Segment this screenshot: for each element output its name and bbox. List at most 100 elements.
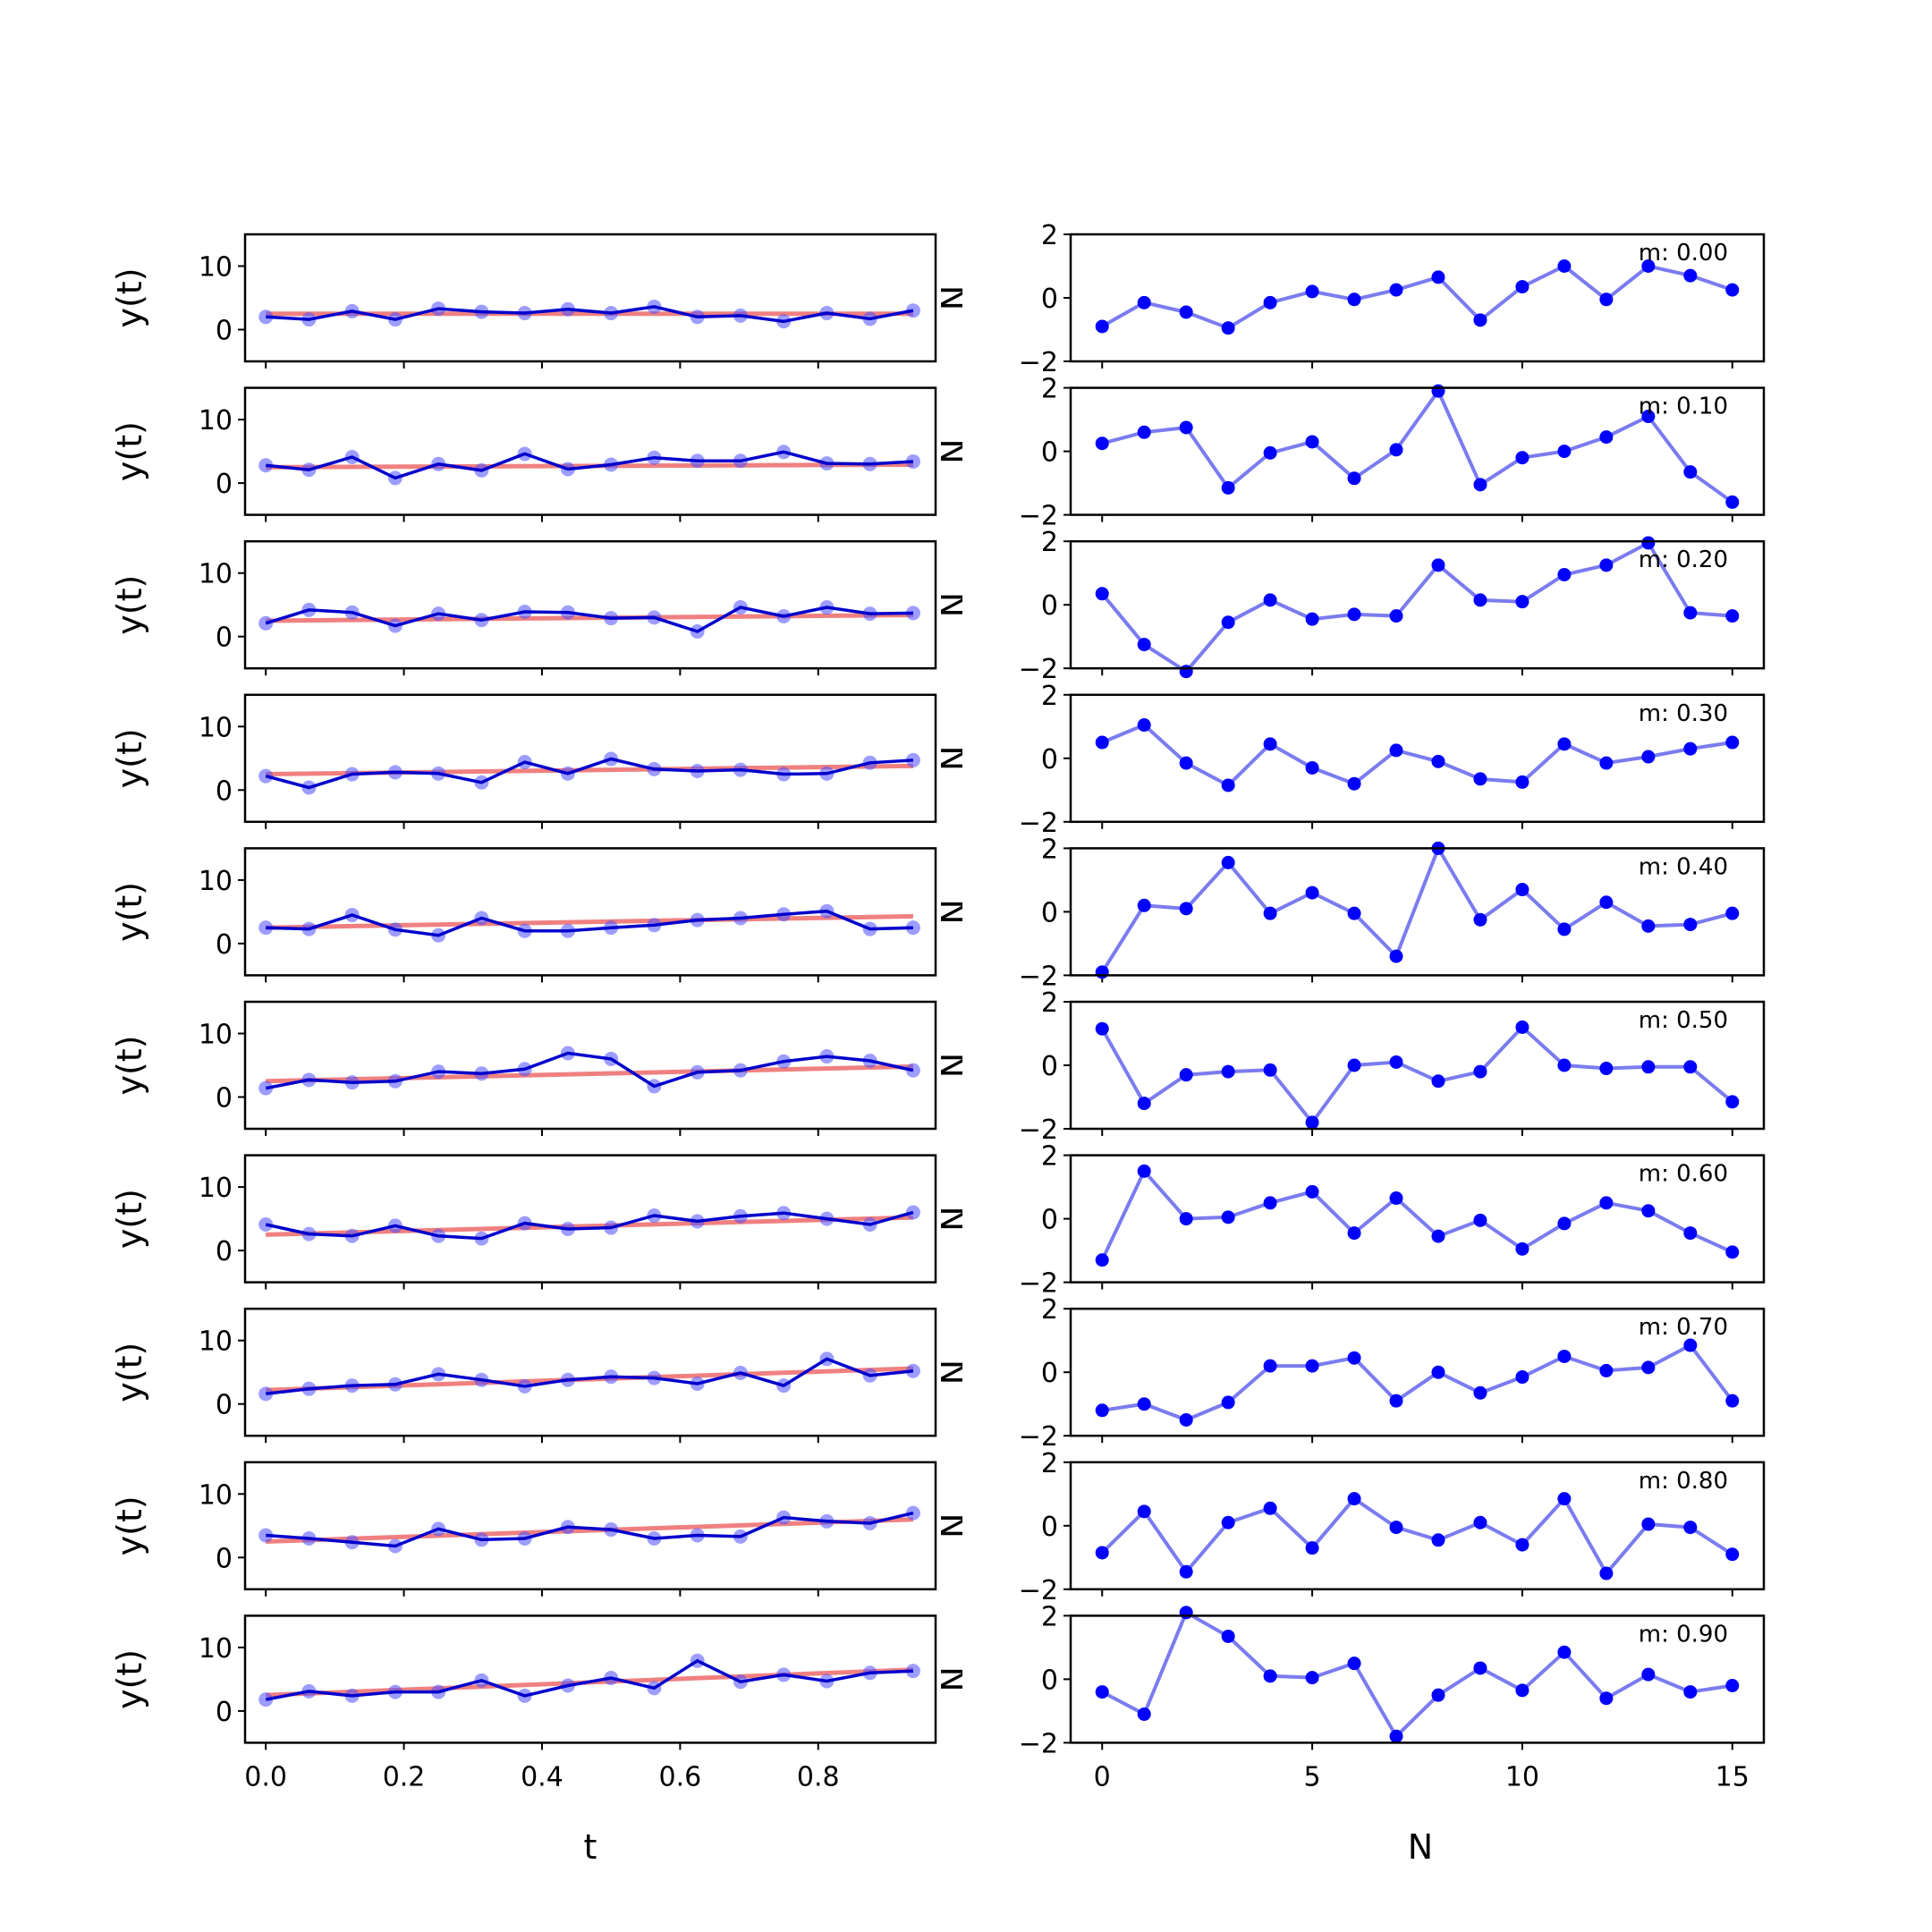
- residual-point: [1389, 949, 1403, 963]
- trend-line: [266, 913, 913, 930]
- observed-point: [258, 920, 274, 936]
- left-panel-10: y(t) 0 10 0.0 0.2 0.4 0.6 0.8: [110, 1614, 937, 1792]
- residual-point: [1473, 478, 1487, 492]
- residual-point: [1095, 1546, 1109, 1560]
- residual-point: [1179, 1412, 1193, 1427]
- residual-point: [1305, 612, 1319, 626]
- left-x-tick-label: 0.6: [659, 1761, 702, 1792]
- residual-point: [1641, 410, 1656, 424]
- right-panel-1: N −2 0 2 m: 0.00: [936, 220, 1766, 378]
- residual-point: [1641, 1517, 1656, 1531]
- right-y-tick-label: −2: [1019, 501, 1058, 532]
- right-y-axis-label: N: [935, 1666, 974, 1691]
- observed-series-line: [266, 1511, 914, 1548]
- observed-point: [258, 1528, 274, 1543]
- right-panel-9: N −2 0 2 m: 0.80: [936, 1448, 1766, 1606]
- panel-annotation: m: 0.50: [1639, 1007, 1728, 1034]
- right-y-tick-label: −2: [1019, 1575, 1058, 1606]
- residual-point: [1137, 1397, 1151, 1411]
- residual-point: [1515, 595, 1530, 609]
- left-y-tick-label: 10: [199, 1479, 233, 1511]
- residual-point: [1179, 305, 1193, 319]
- residual-point: [1179, 1606, 1193, 1620]
- residual-point: [1473, 1661, 1487, 1675]
- right-y-axis-label-group: N: [936, 285, 962, 310]
- residual-point: [1095, 735, 1109, 750]
- residual-point: [1683, 606, 1698, 620]
- residual-point: [1515, 883, 1530, 897]
- residual-point: [1725, 906, 1740, 920]
- residual-series-line: [1101, 1343, 1734, 1422]
- right-y-axis-label: N: [935, 1206, 974, 1231]
- right-y-tick-label: 2: [1041, 1601, 1058, 1632]
- residual-series-line: [1101, 387, 1733, 504]
- left-y-axis-label: y(t): [110, 882, 149, 942]
- residual-point: [1557, 922, 1572, 936]
- residual-point: [1389, 743, 1403, 758]
- residual-point: [1431, 1533, 1445, 1547]
- left-panel-4: y(t) 0 10: [110, 693, 937, 829]
- right-y-tick-label: 2: [1041, 527, 1058, 558]
- residual-point: [1221, 321, 1235, 335]
- residual-point: [1599, 292, 1614, 307]
- residual-point: [1389, 1394, 1403, 1408]
- residual-point: [1179, 756, 1193, 770]
- right-y-axis-label-group: N: [936, 899, 962, 924]
- left-panel-3: y(t) 0 10: [110, 539, 937, 676]
- residual-point: [1515, 280, 1530, 294]
- residual-point: [1137, 638, 1151, 652]
- residual-point: [1221, 1395, 1235, 1410]
- residual-point: [1179, 665, 1193, 679]
- right-x-tick-label: 5: [1304, 1761, 1321, 1792]
- left-panel-8: y(t) 0 10: [110, 1307, 937, 1444]
- right-y-tick-label: 2: [1041, 1294, 1058, 1326]
- left-panel-frame: [243, 693, 937, 824]
- left-y-tick-label: 0: [216, 623, 233, 654]
- residual-point: [1473, 313, 1487, 327]
- right-panel-3: N −2 0 2 m: 0.20: [935, 527, 1766, 685]
- residual-point: [1725, 495, 1740, 509]
- right-y-tick-label: −2: [1019, 1421, 1058, 1453]
- residual-point: [1515, 1370, 1530, 1385]
- residual-series-line: [1100, 843, 1733, 973]
- panel-annotation: m: 0.70: [1639, 1314, 1728, 1341]
- residual-series-line: [1101, 1609, 1733, 1740]
- panel-annotation: m: 0.10: [1639, 394, 1728, 420]
- observed-series-line: [265, 1658, 913, 1701]
- residual-series-line: [1100, 1167, 1733, 1261]
- residual-point: [1473, 912, 1487, 927]
- right-x-tick-label: 10: [1505, 1761, 1539, 1792]
- right-panel-frame: [1069, 1000, 1766, 1131]
- residual-point: [1305, 435, 1319, 449]
- left-y-axis-label: y(t): [110, 1649, 149, 1709]
- left-panel-frame: [243, 1307, 937, 1437]
- residual-point: [1305, 1671, 1319, 1685]
- residual-point: [1557, 1492, 1572, 1506]
- right-y-tick-label: 2: [1041, 220, 1058, 251]
- right-y-axis-label: N: [935, 592, 974, 617]
- residual-point: [1725, 1095, 1740, 1109]
- residual-point: [1347, 906, 1361, 920]
- residual-point: [1683, 1226, 1698, 1241]
- left-x-axis-label: t: [584, 1827, 597, 1867]
- residual-point: [1221, 778, 1235, 792]
- panel-annotation: m: 0.90: [1639, 1621, 1728, 1648]
- left-y-tick-label: 10: [199, 252, 233, 284]
- residual-point: [1557, 1216, 1572, 1231]
- right-y-tick-label: 0: [1041, 744, 1058, 775]
- residual-point: [1221, 855, 1235, 869]
- residual-point: [1683, 268, 1698, 283]
- right-panel-2: N −2 0 2 m: 0.10: [936, 374, 1766, 532]
- residual-point: [1683, 1521, 1698, 1535]
- residual-point: [1557, 445, 1572, 459]
- residual-point: [1221, 1629, 1235, 1643]
- right-y-axis-label: N: [935, 1053, 974, 1078]
- right-y-tick-label: −2: [1019, 1268, 1058, 1300]
- residual-point: [1137, 295, 1151, 309]
- left-y-tick-label: 10: [199, 866, 233, 897]
- observed-series-line: [265, 1357, 914, 1396]
- residual-point: [1179, 1212, 1193, 1226]
- left-y-tick-label: 0: [216, 775, 233, 807]
- right-panel-frame: [1069, 847, 1766, 977]
- observed-series-line: [265, 606, 913, 633]
